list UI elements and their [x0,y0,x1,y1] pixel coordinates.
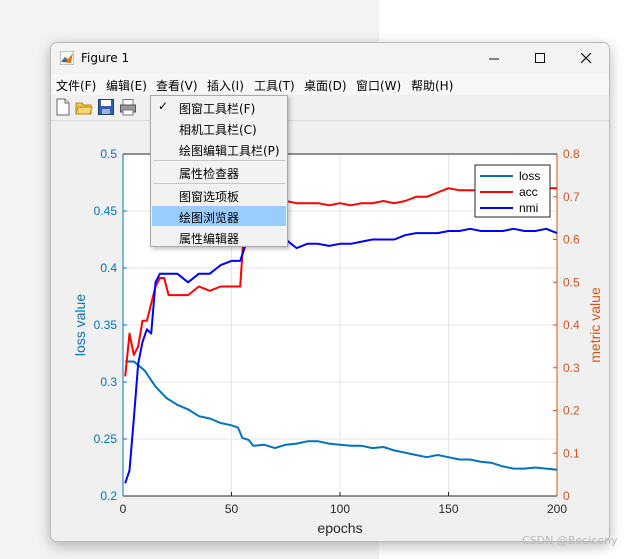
y-left-axis-label: loss value [72,294,88,356]
y-right-tick-label: 0.5 [563,275,580,289]
x-tick-label: 150 [438,502,458,516]
menu-file[interactable]: 文件(F) [56,79,97,93]
maximize-button[interactable] [517,43,563,74]
figure-window: Figure 1 文件(F) 编辑(E) 查看(V) 插入(I) 工具(T) 桌… [50,42,610,542]
y-right-axis-label: metric value [587,287,603,363]
watermark: CSDN @Becicony [522,534,618,547]
menu-bar: 文件(F) 编辑(E) 查看(V) 插入(I) 工具(T) 桌面(D) 窗口(W… [51,74,609,121]
y-right-tick-label: 0.3 [563,361,580,375]
y-right-tick-label: 0.4 [563,318,580,332]
menu-window[interactable]: 窗口(W) [356,79,402,93]
maximize-icon [534,53,545,63]
view-menu-dropdown: ✓ 图窗工具栏(F) 相机工具栏(C) 绘图编辑工具栏(P) 属性检查器 图窗选… [150,95,288,247]
menu-tools[interactable]: 工具(T) [254,79,295,93]
title-bar[interactable]: Figure 1 [51,43,609,74]
print-icon[interactable] [119,98,137,116]
x-tick-label: 100 [330,502,350,516]
check-icon: ✓ [158,99,169,113]
y-left-tick-label: 0.35 [94,318,118,332]
figure-canvas: 0.2 0.25 0.3 0.35 0.4 0.45 0.5 0 50 100 150 200 0 0.1… [51,121,609,541]
series-line-nmi [124,227,558,484]
menu-desktop[interactable]: 桌面(D) [304,79,347,93]
legend-label-nmi: nmi [519,201,538,215]
x-tick-label: 0 [120,502,127,516]
y-left-tick-label: 0.3 [100,375,117,389]
menu-item-property-editor[interactable]: 属性编辑器 [179,232,240,246]
menu-item-property-inspector[interactable]: 属性检查器 [179,167,240,181]
legend-label-loss: loss [519,169,540,183]
y-left-tick-label: 0.25 [94,432,118,446]
x-axis-label: epochs [317,520,362,536]
legend-label-acc: acc [519,185,538,199]
menu-insert[interactable]: 插入(I) [207,79,244,93]
menu-item-camera-toolbar[interactable]: 相机工具栏(C) [179,123,257,137]
menu-item-figure-toolbar[interactable]: ✓ 图窗工具栏(F) [158,99,256,116]
y-right-tick-label: 0.6 [563,233,580,247]
minimize-button[interactable] [471,43,517,74]
x-tick-label: 50 [225,502,239,516]
y-left-tick-label: 0.4 [100,261,117,275]
figure-toolbar [51,95,609,121]
chart[interactable]: 0.20.250.30.350.40.450.50 50 100 150 20000.1… [51,121,609,541]
y-left-tick-label: 0.2 [100,489,117,503]
y-right-tick-label: 0.2 [563,404,580,418]
y-right-tick-label: 0.1 [563,446,580,460]
minimize-icon [488,58,499,60]
x-tick-label: 200 [547,502,567,516]
y-left-tick-label: 0.45 [94,204,118,218]
menu-view[interactable]: 查看(V) [156,79,198,93]
matlab-icon [60,51,74,65]
series-line-loss [125,360,558,471]
y-right-tick-label: 0.7 [563,190,580,204]
series-line-acc [124,187,557,377]
save-icon[interactable] [97,98,115,116]
menu-edit[interactable]: 编辑(E) [106,79,147,93]
y-left-tick-label: 0.5 [100,147,117,161]
new-file-icon[interactable] [54,98,72,116]
menu-separator [153,183,285,184]
close-icon [580,53,591,64]
menu-separator [153,160,285,161]
open-folder-icon[interactable] [75,98,93,116]
window-title: Figure 1 [81,51,130,65]
menu-help[interactable]: 帮助(H) [411,79,454,93]
y-right-tick-label: 0.8 [563,147,580,161]
close-button[interactable] [563,43,609,74]
menu-item-figure-palette[interactable]: 图窗选项板 [179,190,240,204]
y-right-tick-label: 0 [563,489,570,503]
menu-item-plot-edit-toolbar[interactable]: 绘图编辑工具栏(P) [179,144,280,158]
menu-item-plot-browser[interactable]: 绘图浏览器 [152,206,286,226]
